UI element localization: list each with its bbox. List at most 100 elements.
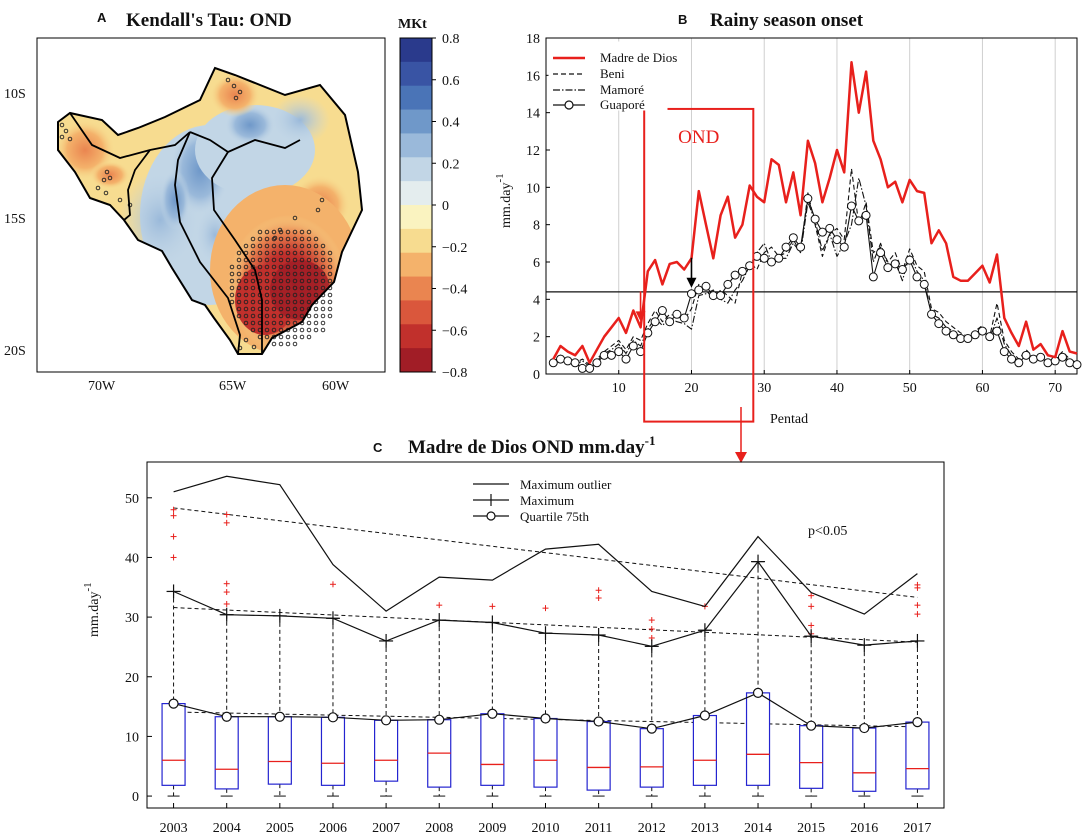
significance-dot bbox=[278, 250, 284, 256]
guapore-point bbox=[912, 272, 922, 282]
significance-dot bbox=[292, 334, 298, 340]
significance-dot bbox=[320, 250, 326, 256]
q3-marker bbox=[221, 711, 232, 722]
colorbar-segment bbox=[400, 348, 432, 373]
guapore-point bbox=[621, 354, 631, 364]
significance-dot bbox=[299, 334, 305, 340]
significance-dot bbox=[278, 334, 284, 340]
guapore-point bbox=[548, 358, 558, 368]
colorbar-segment bbox=[400, 157, 432, 182]
colorbar-segment bbox=[400, 133, 432, 158]
guapore-point bbox=[803, 194, 813, 204]
x-tick-label: 2017 bbox=[903, 821, 931, 836]
significance-dot bbox=[313, 327, 319, 333]
significance-dot bbox=[278, 327, 284, 333]
significance-dot bbox=[313, 313, 319, 319]
significance-dot bbox=[306, 229, 312, 235]
significance-dot bbox=[320, 327, 326, 333]
colorbar-segment bbox=[400, 38, 432, 63]
significance-dot bbox=[320, 320, 326, 326]
guapore-point bbox=[832, 235, 842, 245]
colorbar-tick-label: 0.6 bbox=[442, 74, 460, 89]
significance-dot bbox=[327, 278, 333, 284]
significance-dot bbox=[278, 313, 284, 319]
significance-dot bbox=[271, 285, 277, 291]
guapore-point bbox=[556, 354, 566, 364]
significance-dot bbox=[285, 271, 291, 277]
lat-tick: 20S bbox=[4, 344, 26, 359]
y-tick-label: 12 bbox=[526, 144, 540, 159]
significance-dot bbox=[327, 257, 333, 263]
y-tick-label: 10 bbox=[125, 730, 139, 745]
significance-dot bbox=[271, 243, 277, 249]
colorbar-segment bbox=[400, 300, 432, 325]
significance-dot bbox=[225, 77, 231, 83]
significance-dot bbox=[236, 313, 242, 319]
guapore-point bbox=[686, 289, 696, 299]
colorbar-tick-label: 0.2 bbox=[442, 157, 460, 172]
significance-dot bbox=[250, 278, 256, 284]
significance-dot bbox=[285, 292, 291, 298]
significance-dot bbox=[236, 271, 242, 277]
guapore-point bbox=[1043, 358, 1053, 368]
significance-dot bbox=[243, 313, 249, 319]
significance-dot bbox=[292, 250, 298, 256]
significance-dot bbox=[299, 243, 305, 249]
guapore-point bbox=[992, 326, 1002, 336]
significance-dot bbox=[278, 285, 284, 291]
significance-dot bbox=[236, 250, 242, 256]
guapore-point bbox=[585, 363, 595, 373]
lat-tick: 15S bbox=[4, 212, 26, 227]
significance-dot bbox=[250, 313, 256, 319]
significance-dot bbox=[327, 271, 333, 277]
guapore-point bbox=[941, 326, 951, 336]
x-tick-label: 2008 bbox=[425, 821, 453, 836]
legend-marker-guapore bbox=[564, 100, 574, 110]
significance-dot bbox=[271, 264, 277, 270]
legend-label: Beni bbox=[600, 66, 625, 81]
ond-rectangle bbox=[643, 107, 755, 423]
guapore-point bbox=[897, 264, 907, 274]
significance-dot bbox=[313, 250, 319, 256]
trend-lines bbox=[173, 507, 918, 728]
significance-dot bbox=[236, 292, 242, 298]
significance-dot bbox=[319, 197, 325, 203]
significance-dot bbox=[271, 257, 277, 263]
guapore-point bbox=[817, 227, 827, 237]
significance-dot bbox=[271, 271, 277, 277]
significance-dot bbox=[299, 271, 305, 277]
significance-dot bbox=[292, 313, 298, 319]
significance-dot bbox=[292, 229, 298, 235]
box bbox=[214, 716, 239, 790]
grid-lines bbox=[618, 38, 1056, 374]
significance-dot bbox=[285, 334, 291, 340]
y-tick-label: 30 bbox=[125, 611, 139, 626]
guapore-point bbox=[861, 210, 871, 220]
colorbar-segment bbox=[400, 228, 432, 254]
significance-dot bbox=[285, 320, 291, 326]
significance-dot bbox=[285, 313, 291, 319]
connector-arrow bbox=[735, 407, 747, 463]
guapore-point bbox=[1007, 354, 1017, 364]
significance-dot bbox=[229, 285, 235, 291]
significance-dot bbox=[271, 292, 277, 298]
significance-dot bbox=[250, 306, 256, 312]
x-tick-label: 2007 bbox=[372, 821, 400, 836]
significance-dot bbox=[292, 278, 298, 284]
colorbar-tick-label: −0.4 bbox=[442, 283, 467, 298]
significance-dot bbox=[306, 264, 312, 270]
guapore-point bbox=[868, 272, 878, 282]
guapore-point bbox=[905, 255, 915, 265]
guapore-point bbox=[665, 317, 675, 327]
box bbox=[852, 727, 877, 792]
guapore-point bbox=[847, 201, 857, 211]
significance-dot bbox=[313, 257, 319, 263]
x-tick-label: 50 bbox=[903, 381, 917, 396]
significance-dot bbox=[327, 306, 333, 312]
significance-dot bbox=[250, 250, 256, 256]
x-tick-label: 2011 bbox=[585, 821, 612, 836]
legend-label: Madre de Dios bbox=[600, 50, 677, 65]
significance-dot bbox=[306, 292, 312, 298]
significance-dot bbox=[327, 264, 333, 270]
